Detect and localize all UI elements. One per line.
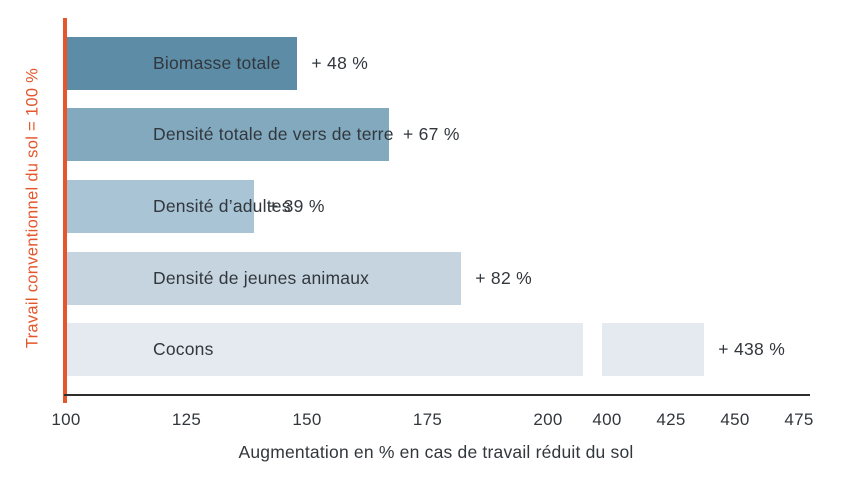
x-tick-125: 125 — [171, 410, 202, 429]
x-tick-475: 475 — [784, 410, 814, 429]
bar-value-label: + 438 % — [718, 339, 786, 359]
bar-biomasse-totale: Biomasse totale — [67, 37, 298, 90]
bar-label: Biomasse totale — [153, 53, 281, 73]
bar-label: Densité d’adultes — [153, 196, 291, 216]
x-axis-title: Augmentation en % en cas de travail rédu… — [238, 442, 634, 462]
x-tick-100: 100 — [51, 410, 81, 429]
x-tick-200: 200 — [533, 410, 563, 429]
bar-value-label: + 48 % — [311, 53, 369, 73]
bar-cocons-segment-2 — [602, 323, 705, 376]
bar-value-label: + 82 % — [475, 268, 533, 288]
bar-label: Cocons — [153, 339, 214, 359]
x-tick-150: 150 — [292, 410, 322, 429]
bar-row-cocons: Cocons + 438 % — [0, 323, 842, 376]
bar-cocons-segment-1: Cocons — [67, 323, 583, 376]
bar-label: Densité totale de vers de terre — [153, 124, 394, 144]
x-axis-line — [64, 394, 810, 396]
x-tick-425: 425 — [656, 410, 686, 429]
bar-row-biomasse-totale: Biomasse totale + 48 % — [0, 37, 842, 90]
bar-label: Densité de jeunes animaux — [153, 268, 370, 288]
x-tick-400: 400 — [592, 410, 622, 429]
bar-row-densite-totale: Densité totale de vers de terre + 67 % — [0, 108, 842, 161]
bar-value-label: + 67 % — [402, 124, 460, 144]
bar-row-densite-adultes: Densité d’adultes + 39 % — [0, 180, 842, 233]
bar-row-densite-jeunes-animaux: Densité de jeunes animaux + 82 % — [0, 252, 842, 305]
bar-densite-adultes: Densité d’adultes — [67, 180, 290, 233]
bar-value-label: + 39 % — [267, 196, 325, 216]
bar-densite-totale-vers-de-terre: Densité totale de vers de terre — [67, 108, 393, 161]
bar-densite-jeunes-animaux: Densité de jeunes animaux — [67, 252, 462, 305]
x-tick-450: 450 — [720, 410, 750, 429]
x-tick-175: 175 — [412, 410, 443, 429]
baseline-100-percent-line — [63, 18, 67, 403]
